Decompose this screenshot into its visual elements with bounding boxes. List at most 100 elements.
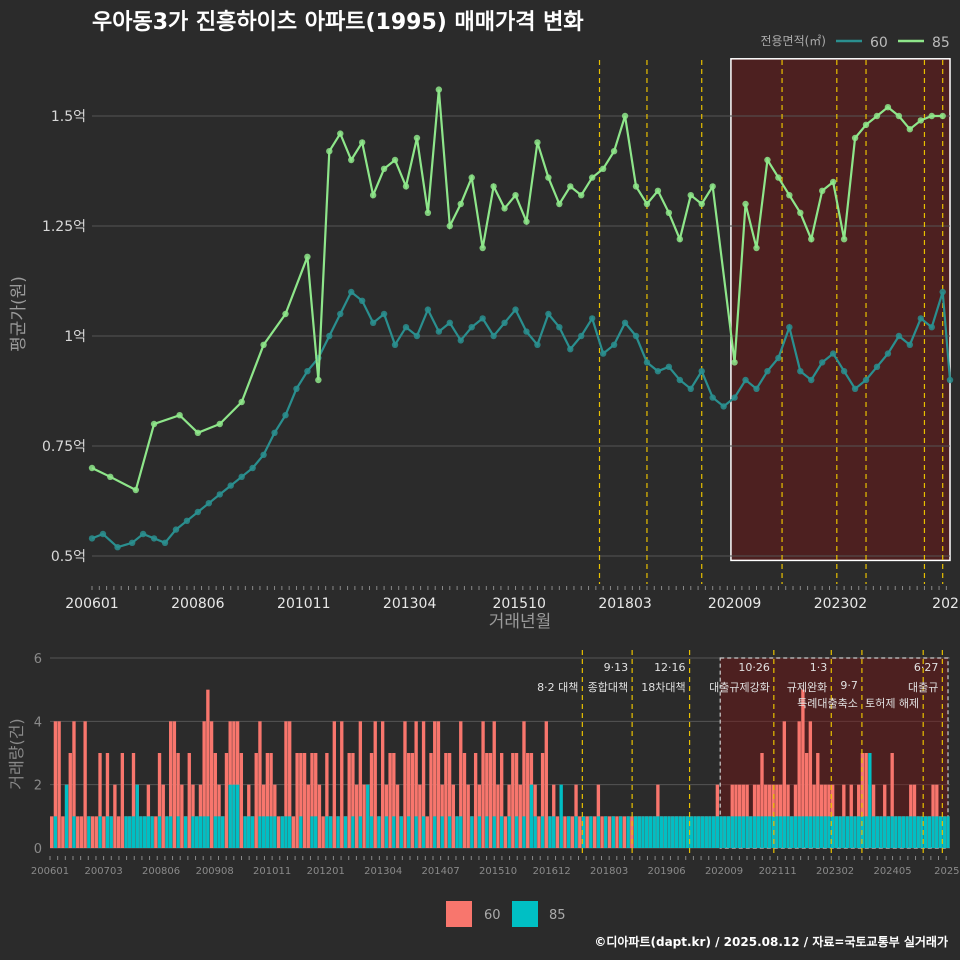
bar-85 xyxy=(269,816,273,848)
bar-60 xyxy=(600,816,604,848)
bar-85 xyxy=(288,816,292,848)
bar-85 xyxy=(778,816,783,848)
series-point-60 xyxy=(424,306,432,313)
series-point-60 xyxy=(621,319,629,326)
series-point-60 xyxy=(599,350,607,357)
series-point-85 xyxy=(687,192,694,199)
bar-85 xyxy=(894,816,898,848)
bar-60 xyxy=(864,753,868,848)
bar-x-tick-label: 200806 xyxy=(142,866,180,877)
bar-85 xyxy=(741,816,746,848)
bar-85 xyxy=(485,816,489,848)
bar-60 xyxy=(347,753,351,848)
bar-85 xyxy=(935,816,939,848)
bar-60 xyxy=(429,753,433,848)
bar-85 xyxy=(217,816,221,848)
bar-60 xyxy=(235,721,240,848)
bar-85 xyxy=(879,816,883,848)
bar-85 xyxy=(812,816,816,848)
bar-60 xyxy=(202,721,206,848)
series-point-60 xyxy=(238,473,245,480)
bar-85 xyxy=(243,816,247,848)
bar-60 xyxy=(72,721,76,848)
event-date-label: 10·26 xyxy=(738,661,770,674)
bar-85 xyxy=(559,784,563,848)
bar-60 xyxy=(362,784,366,848)
bar-85 xyxy=(652,816,656,848)
bar-85 xyxy=(183,816,188,848)
series-point-60 xyxy=(161,539,169,546)
bar-85 xyxy=(232,784,236,848)
bar-60 xyxy=(321,816,325,848)
x-tick-label: 200806 xyxy=(171,596,225,612)
y-tick-label: 1억 xyxy=(64,329,86,345)
bar-85 xyxy=(726,816,731,848)
x-tick-label: 200601 xyxy=(65,596,118,612)
bar-60 xyxy=(284,721,288,848)
bar-85 xyxy=(150,816,154,848)
bar-60 xyxy=(269,753,273,848)
series-point-60 xyxy=(457,337,464,344)
bar-60 xyxy=(436,721,441,848)
y-tick-label: 1.5억 xyxy=(51,109,86,125)
bar-60 xyxy=(578,816,582,848)
bar-85 xyxy=(128,816,132,848)
series-point-85 xyxy=(216,420,223,428)
series-point-60 xyxy=(114,544,121,551)
bar-60 xyxy=(254,753,258,848)
series-point-60 xyxy=(282,412,289,419)
bar-60 xyxy=(116,816,121,848)
event-date-label: 12·16 xyxy=(654,661,686,674)
bar-60 xyxy=(466,784,470,848)
bar-60 xyxy=(276,816,281,848)
bar-60 xyxy=(131,753,136,848)
series-point-60 xyxy=(797,368,804,375)
series-point-60 xyxy=(946,376,954,384)
series-point-60 xyxy=(523,328,530,335)
bar-85 xyxy=(864,816,868,848)
bar-85 xyxy=(109,816,113,848)
x-tick-label: 201011 xyxy=(277,596,330,612)
bar-60 xyxy=(447,753,452,848)
bar-85 xyxy=(830,816,835,848)
x-tick-label: 201510 xyxy=(492,596,545,612)
event-policy-label: 8·2 대책 xyxy=(537,681,578,694)
series-point-85 xyxy=(380,165,388,172)
bar-85 xyxy=(715,816,720,848)
bar-85 xyxy=(131,816,136,848)
bar-60 xyxy=(224,753,229,848)
bar-85 xyxy=(801,816,805,848)
event-policy-label: 18차대책 xyxy=(641,681,685,694)
series-point-85 xyxy=(260,341,267,348)
bar-85 xyxy=(548,816,552,848)
bar-x-tick-label: 20250 xyxy=(934,866,960,877)
bar-85 xyxy=(656,816,660,848)
event-policy-label: 토허제 해제 xyxy=(865,696,919,710)
x-tick-label: 202302 xyxy=(814,596,867,612)
series-point-60 xyxy=(271,429,278,436)
y-tick-label: 0.75억 xyxy=(42,439,86,455)
bar-60 xyxy=(295,753,299,848)
series-point-60 xyxy=(753,385,760,392)
series-point-60 xyxy=(665,363,673,370)
series-point-60 xyxy=(227,482,234,489)
series-point-60 xyxy=(545,310,552,318)
series-point-60 xyxy=(731,394,738,401)
series-point-85 xyxy=(435,86,443,93)
bar-60 xyxy=(369,753,374,848)
bar-60 xyxy=(797,721,801,848)
bar-y-axis-label: 거래량(건) xyxy=(7,718,26,789)
series-point-60 xyxy=(808,376,815,384)
series-point-85 xyxy=(88,464,96,472)
bar-85 xyxy=(87,816,91,848)
bar-60 xyxy=(332,721,336,848)
bar-85 xyxy=(767,816,772,848)
bar-85 xyxy=(566,816,571,848)
bar-y-tick-label: 0 xyxy=(34,842,42,857)
bar-85 xyxy=(459,816,463,848)
event-policy-label: 종합대책 xyxy=(588,681,628,694)
bar-85 xyxy=(905,816,909,848)
series-point-85 xyxy=(676,236,684,243)
bar-60 xyxy=(310,753,314,848)
bar-60 xyxy=(187,753,191,848)
